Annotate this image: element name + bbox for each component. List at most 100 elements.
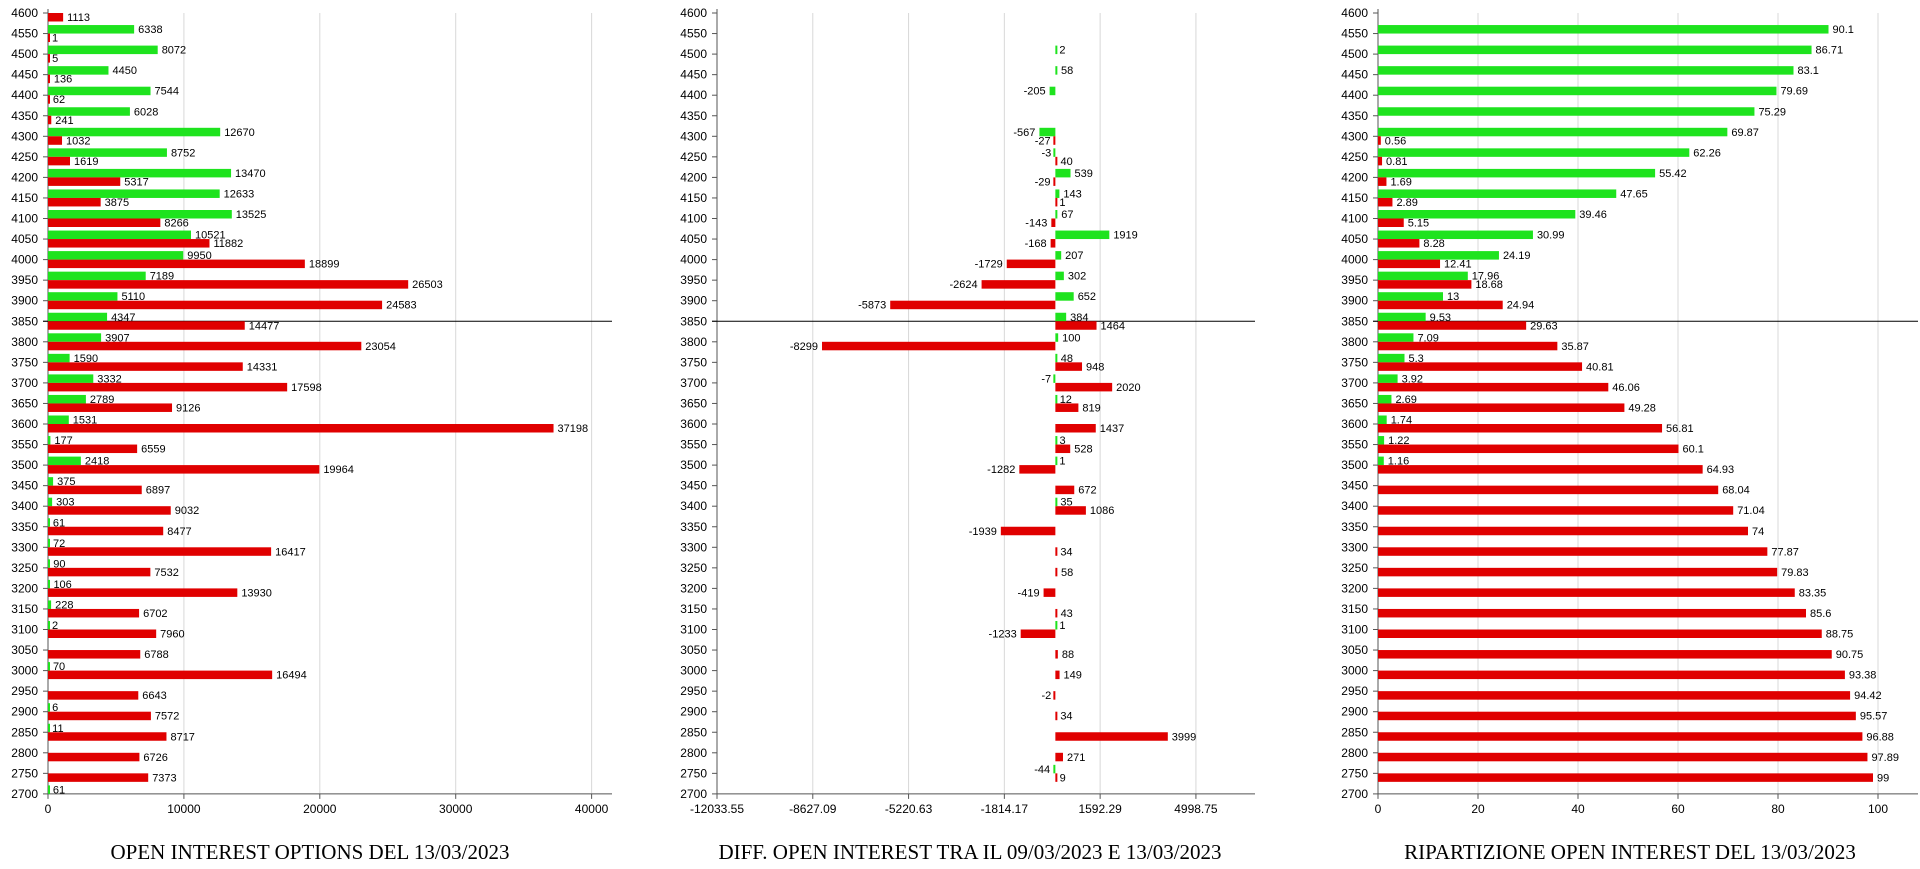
data-label: 86.71 (1816, 45, 1844, 57)
bar-green (1378, 189, 1617, 198)
y-tick-label: 2900 (11, 705, 38, 719)
y-tick-label: 4050 (1341, 232, 1368, 246)
data-label: 177 (54, 435, 72, 447)
data-label: 303 (56, 497, 74, 509)
bar-green (1055, 230, 1110, 240)
bar-green (48, 723, 50, 733)
data-label: 3332 (97, 373, 121, 385)
bar-green (1378, 148, 1690, 157)
bar-red (48, 115, 52, 125)
bar-green (48, 662, 50, 671)
data-label: 1464 (1101, 320, 1125, 332)
data-label: 58 (1061, 65, 1073, 77)
bar-green (1378, 394, 1392, 404)
data-label: 64.93 (1707, 464, 1735, 476)
data-label: 1113 (67, 12, 90, 24)
data-label: 71.04 (1737, 505, 1765, 517)
data-label: 12633 (224, 188, 255, 200)
data-label: -8299 (790, 341, 818, 353)
y-tick-label: 3550 (1341, 438, 1368, 452)
y-tick-label: 3950 (11, 273, 38, 287)
data-label: 1.22 (1388, 435, 1409, 447)
y-tick-label: 3650 (680, 396, 707, 410)
bar-red (48, 670, 273, 680)
bar-red (1019, 465, 1056, 474)
bar-red (1055, 382, 1113, 392)
bar-green (1055, 271, 1064, 281)
y-tick-label: 4500 (1341, 47, 1368, 61)
y-tick-label: 3700 (1341, 376, 1368, 390)
data-label: 56.81 (1666, 423, 1694, 435)
bar-green (1378, 271, 1468, 281)
bar-green (48, 271, 146, 281)
y-tick-label: 2800 (680, 746, 707, 760)
data-label: 17598 (291, 382, 322, 394)
data-label: 6897 (146, 485, 170, 497)
x-tick-label: 20 (1471, 802, 1485, 816)
y-tick-label: 3450 (1341, 479, 1368, 493)
bar-green (1378, 25, 1829, 34)
bar-red (1378, 321, 1527, 330)
bar-green (1055, 312, 1067, 322)
bar-green (1378, 45, 1812, 55)
y-tick-label: 3000 (11, 664, 38, 678)
bar-green (1378, 374, 1398, 383)
y-tick-label: 3450 (680, 479, 707, 493)
data-label: 6 (52, 702, 58, 714)
data-label: 672 (1078, 485, 1096, 497)
data-label: -567 (1013, 127, 1035, 139)
bar-red (1378, 650, 1832, 659)
data-label: 528 (1074, 444, 1092, 456)
data-label: 9.53 (1430, 312, 1451, 324)
data-label: 819 (1082, 402, 1100, 414)
x-tick-label: 80 (1771, 802, 1785, 816)
data-label: 70 (53, 661, 65, 673)
data-label: 69.87 (1731, 127, 1759, 139)
y-tick-label: 3200 (680, 581, 707, 595)
bar-red (1055, 362, 1083, 371)
y-tick-label: 3100 (11, 623, 38, 637)
bar-green (48, 497, 53, 507)
x-tick-label: -1814.17 (981, 802, 1029, 816)
bar-green (48, 86, 151, 96)
bar-green (48, 292, 118, 301)
bar-red (1378, 444, 1679, 454)
data-label: 2 (52, 620, 58, 632)
data-label: 11 (52, 723, 63, 735)
y-tick-label: 2850 (11, 725, 38, 739)
bar-green (48, 25, 135, 34)
bar-red (1055, 608, 1058, 618)
y-tick-label: 3350 (11, 520, 38, 534)
y-tick-label: 3300 (680, 540, 707, 554)
bar-green (1055, 333, 1059, 342)
y-tick-label: 2700 (680, 787, 707, 801)
data-label: 100 (1062, 332, 1080, 344)
bar-red (1378, 526, 1748, 536)
data-label: 47.65 (1620, 188, 1648, 200)
y-tick-label: 2850 (1341, 725, 1368, 739)
data-label: -7 (1041, 373, 1051, 385)
data-label: 6338 (138, 24, 162, 36)
bar-red (1378, 362, 1583, 371)
bar-red (48, 526, 164, 536)
bar-green (1378, 230, 1533, 240)
data-label: 77.87 (1771, 546, 1799, 558)
bar-red (1000, 526, 1056, 536)
y-tick-label: 2950 (11, 684, 38, 698)
bar-red (1378, 136, 1381, 145)
bar-red (48, 403, 173, 412)
y-tick-label: 3000 (680, 664, 707, 678)
bar-red (48, 608, 140, 618)
y-tick-label: 4450 (1341, 68, 1368, 82)
data-label: 94.42 (1854, 690, 1882, 702)
y-tick-label: 4100 (1341, 212, 1368, 226)
bar-green (1049, 86, 1056, 96)
y-tick-label: 3100 (1341, 623, 1368, 637)
y-tick-label: 4100 (11, 212, 38, 226)
data-label: 88 (1062, 649, 1074, 661)
bar-green (48, 210, 232, 219)
y-tick-label: 4150 (680, 191, 707, 205)
bar-green (1378, 333, 1414, 342)
bar-green (48, 559, 50, 568)
